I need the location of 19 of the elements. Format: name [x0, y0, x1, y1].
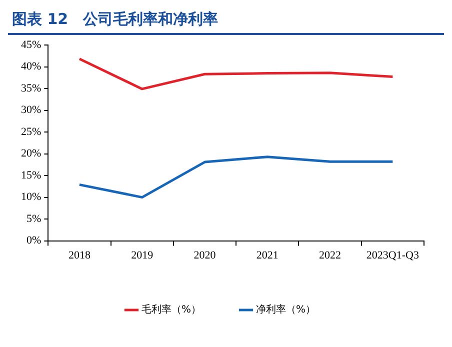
x-tick-label: 2020 [194, 249, 216, 262]
legend-label: 毛利率（%） [142, 304, 202, 316]
y-tick-label: 40% [20, 60, 42, 73]
x-tick-label: 2022 [319, 249, 342, 262]
y-tick-label: 0% [26, 234, 42, 247]
y-tick-label: 45% [20, 38, 42, 51]
y-tick-label: 35% [20, 82, 42, 94]
y-tick-label: 20% [20, 148, 42, 160]
y-tick-label: 5% [26, 212, 42, 225]
chart-title: 图表 12 公司毛利率和净利率 [8, 8, 444, 35]
x-tick-label: 2019 [131, 249, 154, 262]
x-tick-label: 2023Q1-Q3 [366, 249, 420, 262]
legend-label: 净利率（%） [256, 304, 316, 316]
y-tick-label: 10% [20, 191, 42, 204]
y-tick-label: 30% [20, 104, 42, 116]
y-tick-label: 25% [20, 126, 42, 138]
y-tick-label: 15% [20, 169, 42, 182]
x-tick-label: 2018 [68, 249, 91, 262]
x-tick-label: 2021 [256, 249, 278, 262]
